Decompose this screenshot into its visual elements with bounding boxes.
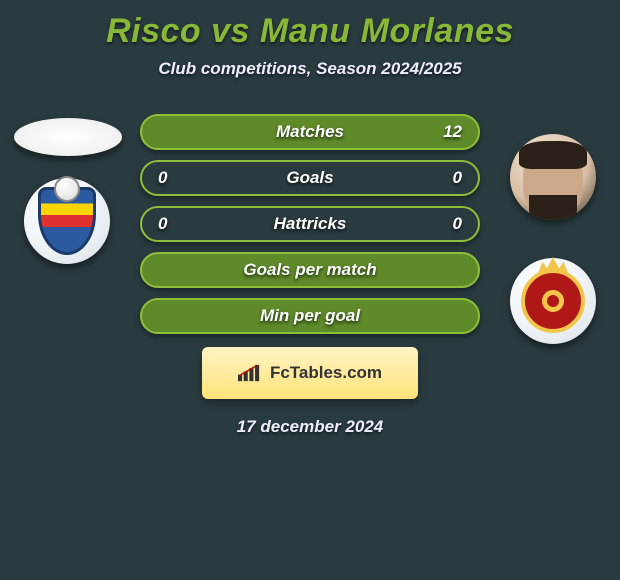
stat-bar: Min per goal <box>140 298 480 334</box>
watermark: FcTables.com <box>202 347 418 399</box>
stat-right-value: 0 <box>438 214 462 234</box>
stat-row: Goals per match <box>0 247 620 293</box>
stat-label: Hattricks <box>274 214 347 234</box>
date: 17 december 2024 <box>0 417 620 437</box>
subtitle: Club competitions, Season 2024/2025 <box>0 59 620 79</box>
stats-container: Matches 12 0 Goals 0 0 Hattricks 0 Goals per mat… <box>0 109 620 339</box>
stat-row: 0 Goals 0 <box>0 155 620 201</box>
stat-bar: 0 Goals 0 <box>140 160 480 196</box>
stat-bar: Matches 12 <box>140 114 480 150</box>
stat-label: Goals per match <box>243 260 376 280</box>
stat-row: 0 Hattricks 0 <box>0 201 620 247</box>
stat-left-value: 0 <box>158 214 182 234</box>
stat-row: Matches 12 <box>0 109 620 155</box>
stat-row: Min per goal <box>0 293 620 339</box>
stat-right-value: 12 <box>438 122 462 142</box>
stat-label: Matches <box>276 122 344 142</box>
stat-right-value: 0 <box>438 168 462 188</box>
watermark-bars-icon <box>238 364 264 382</box>
stat-bar: Goals per match <box>140 252 480 288</box>
watermark-text: FcTables.com <box>270 363 382 383</box>
page-title: Risco vs Manu Morlanes <box>0 12 620 51</box>
stat-label: Min per goal <box>260 306 360 326</box>
stat-left-value: 0 <box>158 168 182 188</box>
stat-bar: 0 Hattricks 0 <box>140 206 480 242</box>
stat-label: Goals <box>286 168 333 188</box>
